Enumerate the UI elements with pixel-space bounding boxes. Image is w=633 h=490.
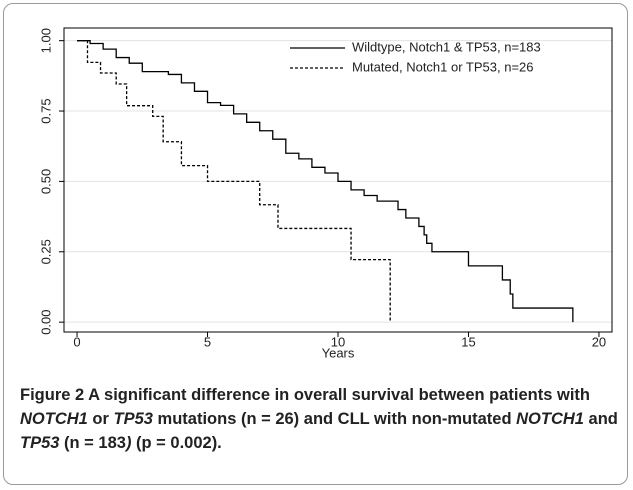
y-tick-label: 0.25: [38, 239, 53, 264]
survival-curve: [77, 40, 574, 323]
survival-curve: [77, 40, 391, 323]
x-tick-label: 0: [73, 334, 80, 349]
caption-text: mutations (n = 26) and CLL with non-muta…: [152, 410, 517, 428]
caption-text: TP53: [113, 410, 153, 428]
y-tick-label: 0.75: [38, 98, 53, 123]
caption-text: and: [583, 410, 618, 428]
caption: Figure 2 A significant difference in ove…: [20, 383, 620, 455]
caption-text: A significant difference in overall surv…: [84, 386, 591, 404]
caption-text: NOTCH1: [20, 410, 88, 428]
y-tick-label: 0.00: [38, 309, 53, 334]
caption-text: TP53: [20, 434, 60, 452]
caption-text: ): [125, 434, 132, 452]
legend-label: Mutated, Notch1 or TP53, n=26: [352, 59, 534, 74]
x-tick-label: 5: [204, 334, 211, 349]
y-tick-label: 1.00: [38, 28, 53, 53]
caption-text: (n = 183: [59, 434, 126, 452]
caption-text: NOTCH1: [516, 410, 584, 428]
caption-label: Figure 2: [20, 386, 85, 404]
plot-frame: [63, 27, 613, 333]
y-tick-label: 0.50: [38, 169, 53, 194]
x-tick-label: 15: [461, 334, 475, 349]
legend-label: Wildtype, Notch1 & TP53, n=183: [352, 39, 541, 54]
x-tick-label: 20: [592, 334, 606, 349]
caption-text: or: [87, 410, 114, 428]
figure-frame: [3, 3, 628, 485]
chart: Years 0.00 0.25 0.50 0.75 1.00 0 5 10 15 20 Wildty…: [38, 27, 613, 360]
x-tick-label: 10: [331, 334, 345, 349]
caption-text: (p = 0.002).: [131, 434, 222, 452]
x-axis-label: Years: [322, 345, 355, 360]
